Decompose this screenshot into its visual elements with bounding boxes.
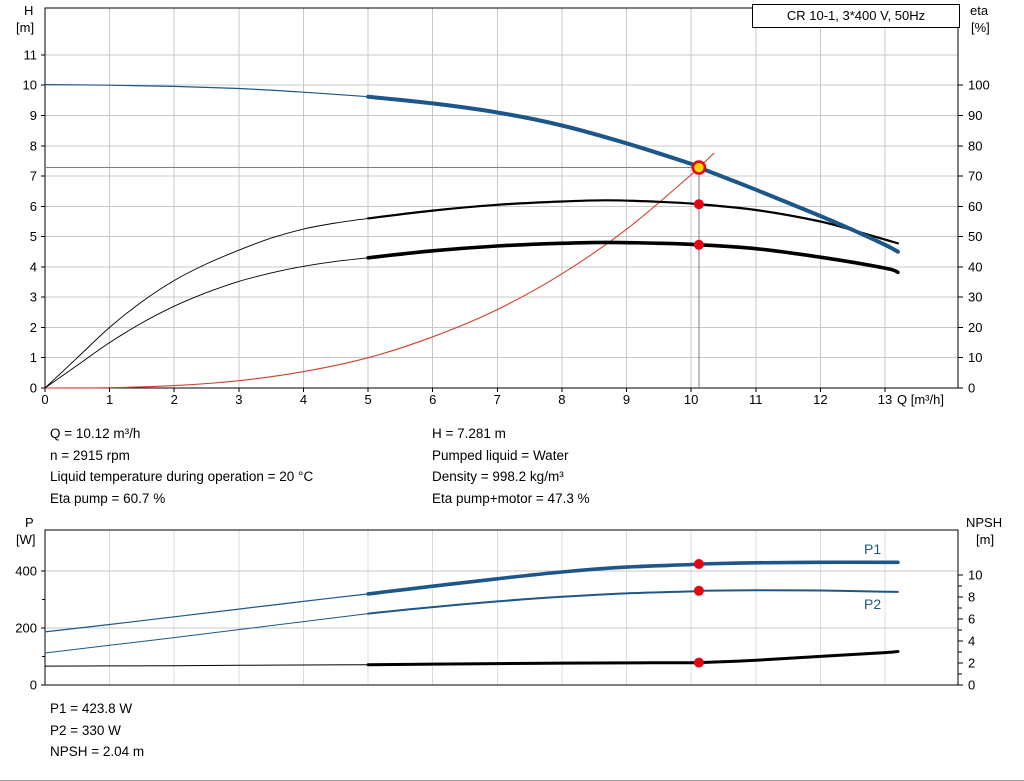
info-line-eta: Eta pump = 60.7 % bbox=[50, 490, 166, 506]
bottom-chart: 0 200 400 0 2 4 6 8 10 bbox=[15, 529, 982, 693]
p-tick-label: 0 bbox=[30, 678, 37, 693]
eta-tick-label: 100 bbox=[968, 78, 990, 93]
curve-system-curve bbox=[44, 152, 715, 389]
q-tick-label: 6 bbox=[429, 392, 436, 407]
q-tick-label: 1 bbox=[106, 392, 113, 407]
npsh-tick-label: 10 bbox=[968, 568, 982, 583]
h-axis-unit: [m] bbox=[16, 20, 35, 35]
curve-eta-pump-motor-thin bbox=[44, 257, 369, 389]
eta-tick-label: 30 bbox=[968, 290, 982, 305]
duty-info-right-column: H = 7.281 m Pumped liquid = Water Densit… bbox=[432, 423, 590, 509]
eta-tick-label: 50 bbox=[968, 229, 982, 244]
info-line-density: Density = 998.2 kg/m³ bbox=[432, 469, 564, 485]
p-axis-unit: [W] bbox=[16, 532, 36, 547]
pump-title-box: CR 10-1, 3*400 V, 50Hz bbox=[752, 4, 960, 28]
h-tick-label: 3 bbox=[30, 290, 37, 305]
p-tick-label: 400 bbox=[15, 563, 37, 578]
curve-NPSH-thin bbox=[44, 664, 369, 667]
h-axis-name: H bbox=[24, 3, 34, 18]
q-tick-label: 4 bbox=[300, 392, 307, 407]
npsh-tick-label: 2 bbox=[968, 656, 975, 671]
eta-tick-label: 20 bbox=[968, 320, 982, 335]
curve-head-thick bbox=[366, 94, 900, 254]
eta-tick-label: 90 bbox=[968, 108, 982, 123]
eta-tick-label: 0 bbox=[968, 381, 975, 396]
p2-curve-label: P2 bbox=[864, 596, 882, 612]
h-tick-label: 6 bbox=[30, 199, 37, 214]
eta-axis-name: eta bbox=[970, 3, 989, 18]
info-line-p1: P1 = 423.8 W bbox=[50, 701, 133, 716]
info-line-p2: P2 = 330 W bbox=[50, 722, 121, 738]
npsh-axis-unit: [m] bbox=[976, 532, 995, 547]
q-axis-name: Q [m³/h] bbox=[897, 392, 944, 407]
curve-P1-thick bbox=[366, 560, 900, 596]
curve-P2-thin bbox=[44, 613, 369, 654]
duty-dot-npsh bbox=[693, 657, 704, 668]
info-line-npsh: NPSH = 2.04 m bbox=[50, 744, 145, 760]
q-tick-label: 0 bbox=[41, 392, 48, 407]
p-tick-label: 200 bbox=[15, 620, 37, 635]
npsh-tick-label: 0 bbox=[968, 678, 975, 693]
duty-point-marker[interactable] bbox=[691, 160, 707, 175]
duty-dot-p2 bbox=[693, 585, 704, 596]
h-tick-label: 2 bbox=[30, 320, 37, 335]
p1-curve-label: P1 bbox=[864, 541, 882, 557]
npsh-tick-label: 4 bbox=[968, 634, 975, 649]
info-line-temp: Liquid temperature during operation = 20… bbox=[50, 469, 314, 485]
h-tick-label: 11 bbox=[24, 47, 38, 62]
h-tick-label: 9 bbox=[30, 108, 37, 123]
q-tick-label: 5 bbox=[364, 392, 371, 407]
info-line-liquid: Pumped liquid = Water bbox=[432, 447, 569, 463]
q-tick-label: 12 bbox=[813, 392, 827, 407]
power-info-column: P1 = 423.8 W P2 = 330 W NPSH = 2.04 m bbox=[50, 698, 144, 763]
h-tick-label: 8 bbox=[30, 138, 37, 153]
eta-axis-unit: [%] bbox=[971, 20, 990, 35]
plot-border bbox=[44, 7, 959, 389]
eta-tick-label: 60 bbox=[968, 199, 982, 214]
q-tick-label: 8 bbox=[558, 392, 565, 407]
npsh-tick-label: 6 bbox=[968, 612, 975, 627]
eta-tick-label: 80 bbox=[968, 138, 982, 153]
curve-eta-pump-motor-thick bbox=[366, 240, 900, 275]
duty-dot-eta-pump bbox=[693, 199, 704, 210]
q-tick-label: 10 bbox=[684, 392, 698, 407]
h-tick-label: 4 bbox=[30, 259, 37, 274]
h-tick-label: 0 bbox=[30, 381, 37, 396]
info-line-h: H = 7.281 m bbox=[432, 426, 506, 441]
curve-eta-pump-thin bbox=[44, 217, 369, 389]
q-tick-label: 11 bbox=[749, 392, 763, 407]
eta-tick-label: 70 bbox=[968, 169, 982, 184]
q-tick-label: 13 bbox=[878, 392, 892, 407]
curve-P1-thin bbox=[44, 593, 369, 633]
npsh-tick-label: 8 bbox=[968, 590, 975, 605]
curve-P2-thick bbox=[367, 589, 899, 615]
eta-tick-label: 40 bbox=[968, 259, 982, 274]
info-line-eta-tot: Eta pump+motor = 47.3 % bbox=[432, 490, 590, 506]
q-tick-label: 3 bbox=[235, 392, 242, 407]
duty-dot-p1 bbox=[693, 559, 704, 570]
q-tick-label: 7 bbox=[494, 392, 501, 407]
duty-dot-eta-pump-motor bbox=[693, 239, 704, 250]
h-tick-label: 1 bbox=[30, 350, 37, 365]
h-tick-label: 10 bbox=[23, 78, 37, 93]
info-line-n: n = 2915 rpm bbox=[50, 447, 130, 463]
q-tick-label: 9 bbox=[623, 392, 630, 407]
q-tick-label: 2 bbox=[171, 392, 178, 407]
curve-NPSH-thick bbox=[366, 650, 900, 667]
p-axis-name: P bbox=[25, 515, 34, 530]
h-tick-label: 5 bbox=[30, 229, 37, 244]
curve-head-thin bbox=[44, 84, 369, 98]
info-line-q: Q = 10.12 m³/h bbox=[50, 426, 141, 441]
plot-border bbox=[44, 529, 959, 686]
duty-info-left-column: Q = 10.12 m³/h n = 2915 rpm Liquid tempe… bbox=[50, 423, 313, 509]
h-tick-label: 7 bbox=[30, 169, 37, 184]
npsh-axis-name: NPSH bbox=[966, 515, 1003, 530]
eta-tick-label: 10 bbox=[968, 350, 982, 365]
